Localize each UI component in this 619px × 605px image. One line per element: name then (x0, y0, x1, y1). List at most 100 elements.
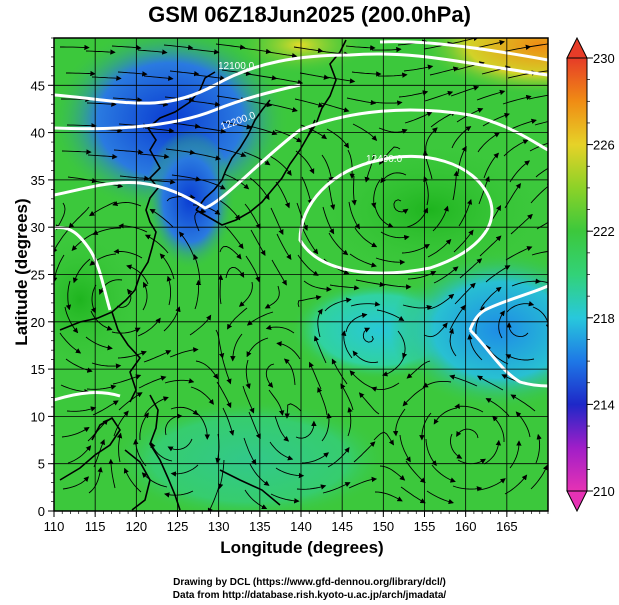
streamline (170, 464, 199, 477)
streamline (351, 175, 357, 206)
streamline (284, 403, 302, 419)
streamline (170, 406, 199, 416)
streamline (505, 354, 535, 361)
streamline (241, 47, 272, 55)
streamline (274, 129, 302, 143)
streamline (425, 127, 438, 154)
streamline (221, 355, 232, 385)
streamline (67, 176, 98, 184)
streamline (142, 281, 148, 311)
streamline (351, 71, 382, 77)
streamline (250, 229, 266, 256)
streamline (449, 374, 478, 387)
streamline (352, 350, 379, 364)
streamline (401, 244, 430, 254)
streamline (454, 403, 484, 413)
streamline (68, 206, 90, 229)
streamline (112, 97, 143, 103)
streamline (402, 304, 433, 311)
x-tick-label: 125 (167, 519, 189, 534)
streamline (328, 232, 349, 256)
streamline (322, 206, 335, 235)
streamline (144, 234, 169, 254)
streamline (353, 441, 376, 463)
streamline (276, 233, 292, 260)
x-tick-label: 140 (290, 519, 312, 534)
streamline (327, 180, 336, 211)
streamline (119, 175, 150, 181)
streamline (66, 406, 97, 412)
streamline (88, 466, 103, 494)
streamline (216, 381, 232, 409)
y-tick-label: 20 (31, 315, 45, 330)
streamline (60, 44, 90, 51)
y-tick-label: 35 (31, 173, 45, 188)
streamline (275, 181, 290, 209)
streamline (296, 484, 327, 490)
y-tick-label: 30 (31, 220, 45, 235)
streamline (143, 75, 174, 81)
streamline (166, 275, 172, 306)
streamline (59, 332, 82, 354)
streamline (207, 485, 220, 511)
streamline (270, 207, 284, 236)
x-tick-label: 150 (372, 519, 394, 534)
streamline (372, 100, 403, 106)
streamline (299, 72, 330, 80)
streamline (317, 308, 323, 338)
streamline (283, 358, 296, 386)
streamline (405, 460, 426, 484)
streamline (398, 90, 429, 98)
streamline (230, 333, 243, 362)
streamline (402, 386, 426, 407)
streamline (477, 375, 504, 391)
streamline (196, 126, 227, 134)
streamline (55, 202, 66, 231)
x-tick-label: 155 (414, 519, 436, 534)
streamline (190, 386, 214, 405)
streamline (179, 231, 195, 258)
streamline (112, 374, 142, 385)
streamline (510, 394, 536, 412)
streamline (221, 69, 252, 77)
streamline (449, 304, 466, 331)
streamline (219, 246, 242, 260)
streamline (376, 309, 405, 321)
colorbar-tick-label: 218 (593, 311, 615, 326)
streamline (529, 142, 548, 152)
streamline (419, 412, 432, 441)
streamline (217, 274, 224, 305)
streamline (326, 128, 349, 149)
streamline (406, 207, 429, 228)
streamline (527, 43, 548, 48)
streamline (91, 75, 122, 81)
streamline (92, 400, 119, 416)
streamline (508, 118, 537, 131)
streamline (246, 337, 269, 358)
streamline (426, 490, 454, 505)
streamline (429, 66, 459, 76)
streamline (268, 389, 285, 416)
streamline (108, 458, 116, 489)
streamline (274, 415, 290, 442)
streamline (169, 347, 199, 358)
streamline (217, 147, 247, 158)
streamline (454, 282, 476, 305)
streamline (296, 202, 308, 231)
streamline (93, 439, 105, 468)
streamline (54, 254, 65, 283)
streamline (433, 407, 458, 425)
streamline (66, 70, 96, 77)
streamline (116, 288, 133, 308)
streamline (423, 175, 429, 206)
streamline (117, 350, 147, 359)
streamline (377, 72, 408, 78)
streamline (532, 306, 548, 330)
streamline (54, 228, 70, 254)
colorbar-tick-label: 210 (593, 484, 615, 499)
streamline (530, 182, 548, 204)
colorbar-tick-label: 214 (593, 397, 615, 412)
streamline (475, 40, 505, 49)
streamline (345, 312, 368, 333)
streamline (190, 100, 221, 107)
